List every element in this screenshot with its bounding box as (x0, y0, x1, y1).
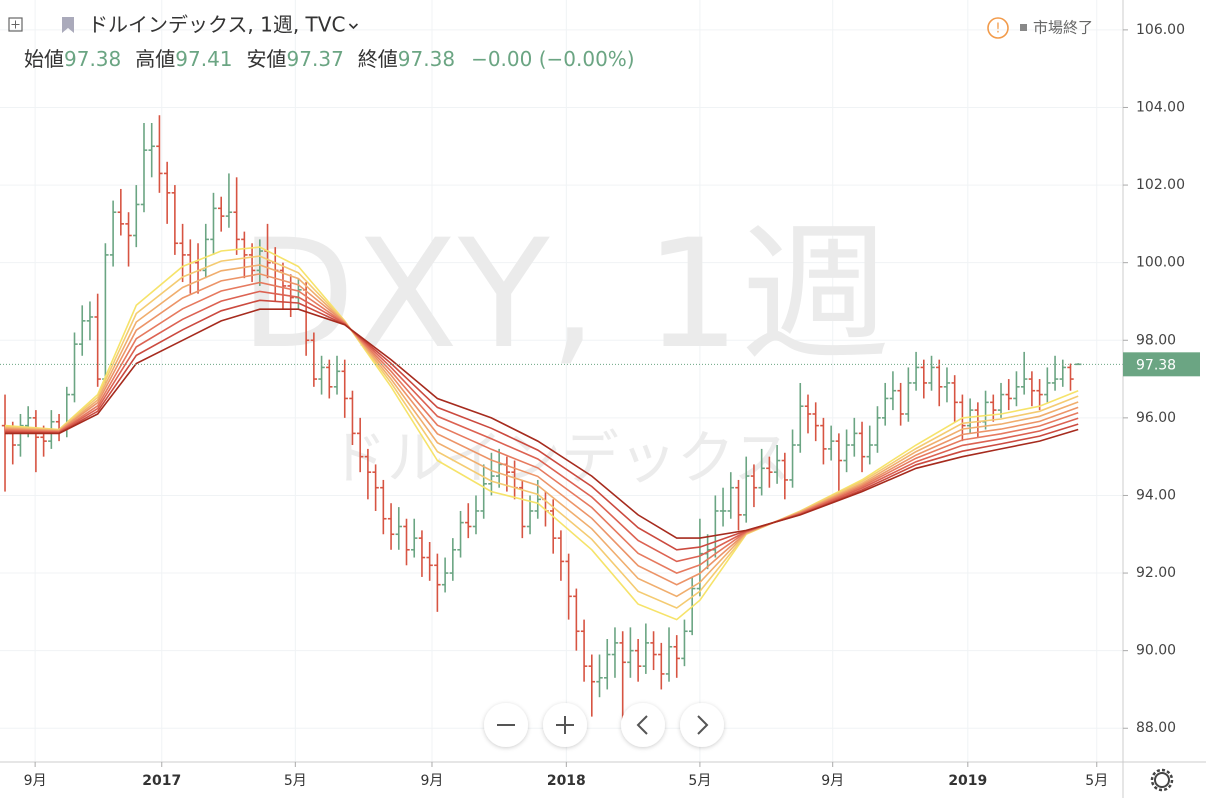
x-tick-label: 2018 (547, 773, 586, 789)
scroll-left-icon (636, 715, 648, 735)
settings-icon[interactable] (1154, 772, 1170, 788)
y-tick-label: 98.00 (1136, 332, 1176, 348)
x-tick-label: 5月 (1085, 773, 1108, 789)
nav-buttons (484, 703, 724, 747)
x-tick-label: 2019 (948, 773, 987, 789)
y-tick-label: 104.00 (1136, 99, 1185, 115)
header: ドルインデックス, 1週, TVC 始値97.38 高値97.41 安値97.37 終… (8, 13, 1093, 71)
y-tick-label: 96.00 (1136, 410, 1176, 426)
x-tick-label: 5月 (688, 773, 711, 789)
last-price-box (1123, 352, 1200, 377)
y-tick-label: 102.00 (1136, 177, 1185, 193)
ohlc-label: 終値 (358, 47, 398, 71)
flag-icon[interactable] (62, 17, 74, 33)
grid (0, 0, 1123, 762)
y-tick-label: 100.00 (1136, 255, 1185, 271)
ma-line (4, 290, 1079, 563)
last-price-label: 97.38 (1136, 357, 1176, 373)
ohlc-value: 97.41 (175, 47, 232, 71)
watermark-sub: ドルインデックス (329, 424, 791, 492)
dropdown-icon[interactable] (348, 23, 358, 30)
y-tick-label: 94.00 (1136, 487, 1176, 503)
scroll-right-button[interactable] (680, 703, 724, 747)
change: −0.00 (−0.00%) (471, 47, 635, 71)
x-tick-label: 5月 (284, 773, 307, 789)
x-tick-label: 9月 (24, 773, 47, 789)
ohlc-label: 安値 (247, 47, 287, 71)
ma-line (4, 255, 1079, 609)
settings-teeth (1150, 768, 1174, 792)
plot (0, 115, 1123, 721)
scroll-left-button[interactable] (621, 703, 665, 747)
status-icon (1020, 24, 1027, 31)
title[interactable]: ドルインデックス, 1週, TVC (88, 13, 345, 37)
ma-line (4, 273, 1079, 586)
y-tick-label: 88.00 (1136, 720, 1176, 736)
ohlc-line: 始値97.38 高値97.41 安値97.37 終値97.38 −0.00 (−0.00… (24, 47, 635, 71)
settings[interactable] (1150, 768, 1174, 792)
status: 市場終了 (1033, 19, 1093, 37)
ohlc-value: 97.37 (287, 47, 344, 71)
alert-mark: ! (995, 22, 1000, 37)
ohlc-value: 97.38 (398, 47, 455, 71)
y-tick-label: 90.00 (1136, 643, 1176, 659)
ohlc-label: 始値 (24, 47, 64, 71)
ma-line (4, 281, 1079, 574)
ohlc-label: 高値 (135, 47, 175, 71)
alert-icon[interactable] (987, 17, 1009, 39)
ma-line (4, 299, 1079, 551)
ma-line (4, 264, 1079, 598)
axes: 88.00 90.00 92.00 94.00 96.00 98.00 100.00 102.… (24, 22, 1200, 789)
ma-line (4, 246, 1079, 621)
ma-line (5, 308, 1079, 539)
scroll-right-icon (697, 715, 709, 735)
y-tick-label: 106.00 (1136, 22, 1185, 38)
y-tick-label: 92.00 (1136, 565, 1176, 581)
watermark: DXY, 1週 (240, 208, 891, 382)
add-icon[interactable] (8, 17, 23, 32)
x-tick-label: 9月 (421, 773, 444, 789)
x-tick-label: 9月 (821, 773, 844, 789)
x-tick-label: 2017 (142, 773, 181, 789)
ohlc-value: 97.38 (64, 47, 121, 71)
